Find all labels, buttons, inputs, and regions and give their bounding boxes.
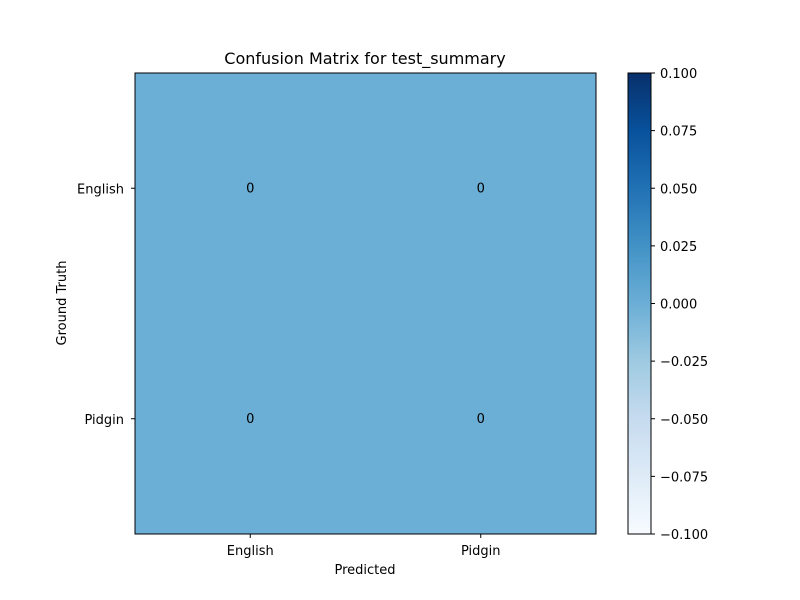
heatmap-cell [135,73,366,304]
colorbar-tick-label: −0.050 [660,413,708,428]
colorbar-tick-label: −0.075 [660,470,708,485]
cell-value-label: 0 [477,181,485,196]
colorbar-tick-label: 0.025 [660,240,697,255]
colorbar-tick-label: 0.075 [660,125,697,140]
heatmap-cell-labels: 0 0 0 0 [246,181,485,427]
y-tick-label: Pidgin [84,413,124,428]
y-axis-label: Ground Truth [55,261,70,346]
heatmap-cell [135,303,366,535]
heatmap-cells [135,73,597,535]
y-axis-ticks: English Pidgin [77,182,135,428]
chart-title: Confusion Matrix for test_summary [224,49,505,69]
colorbar-tick-label: −0.025 [660,355,708,370]
cell-value-label: 0 [246,412,254,427]
colorbar-ticks: 0.100 0.075 0.050 0.025 0.000 −0.025 −0.050 −0.… [651,67,708,543]
y-tick-label: English [77,182,124,197]
cell-value-label: 0 [246,181,254,196]
colorbar [627,72,652,535]
colorbar-tick-label: 0.000 [660,298,697,313]
x-axis-label: Predicted [334,563,395,578]
heatmap-cell [365,303,597,535]
cell-value-label: 0 [477,412,485,427]
colorbar-tick-label: 0.050 [660,182,697,197]
x-axis-ticks: English Pidgin [227,534,501,559]
colorbar-tick-label: 0.100 [660,67,697,82]
x-tick-label: Pidgin [461,544,501,559]
heatmap-cell [365,73,597,304]
plot-frame [134,72,597,535]
x-tick-label: English [227,544,274,559]
colorbar-tick-label: −0.100 [660,528,708,543]
